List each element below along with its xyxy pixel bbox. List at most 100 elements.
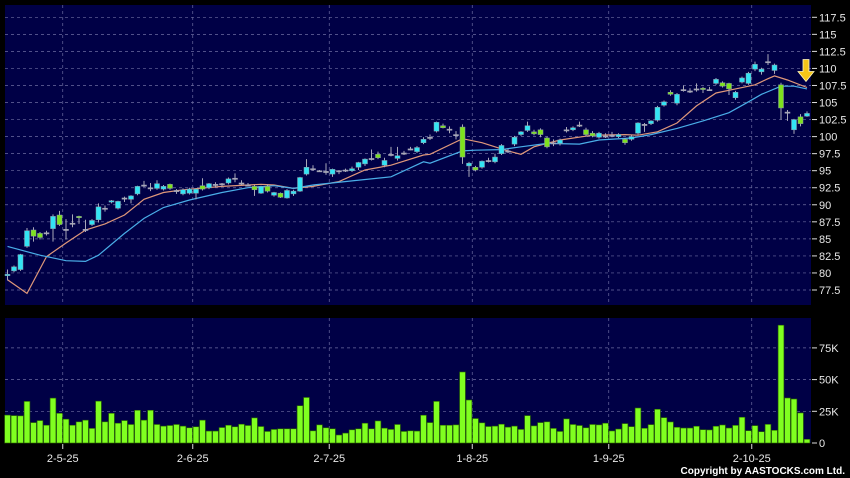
candle-body: [453, 134, 459, 137]
price-tick-label: 100: [819, 132, 837, 144]
candle: [765, 54, 771, 66]
candle: [56, 210, 63, 226]
candle: [355, 161, 362, 171]
volume-bar: [413, 430, 421, 444]
volume-bar: [56, 413, 63, 444]
volume-bar: [537, 422, 544, 444]
date-tick-label: 1-9-25: [593, 453, 625, 465]
candle: [537, 128, 544, 138]
candle-body: [50, 216, 56, 229]
volume-bar: [173, 424, 180, 444]
price-panel: [5, 5, 811, 305]
candle-body: [719, 82, 726, 87]
volume-bar: [329, 428, 336, 444]
candle: [362, 158, 368, 166]
volume-bar: [231, 426, 239, 444]
candle: [492, 153, 498, 164]
candle-body: [752, 64, 758, 70]
moving-average-line: [7, 85, 808, 263]
volume-bar: [517, 429, 525, 444]
candle: [797, 114, 804, 127]
candle-body: [303, 167, 310, 175]
volume-bars: [4, 324, 811, 444]
candle: [4, 269, 11, 281]
candle: [745, 71, 752, 85]
candle-body: [797, 116, 804, 124]
volume-bar: [452, 424, 460, 444]
candle-body: [329, 169, 336, 175]
volume-bar: [699, 429, 707, 444]
candle-body: [245, 184, 251, 187]
candle-body: [667, 92, 674, 95]
volume-bar: [36, 420, 44, 444]
candle: [186, 187, 193, 195]
candle: [368, 149, 375, 161]
volume-bar: [17, 415, 24, 444]
candle-body: [193, 188, 199, 194]
volume-bar: [550, 428, 557, 444]
candle: [349, 166, 355, 173]
candle-body: [147, 187, 154, 190]
candle-body: [726, 83, 732, 90]
candle-body: [206, 183, 212, 188]
volume-bar: [738, 416, 746, 444]
candle-body: [368, 158, 375, 160]
candle: [388, 146, 394, 157]
candle-body: [518, 131, 524, 135]
candle-body: [310, 168, 316, 171]
candle-body: [511, 137, 518, 145]
candle-body: [492, 156, 498, 163]
candle-body: [362, 158, 368, 165]
candle: [154, 180, 160, 190]
volume-bar: [225, 424, 232, 444]
candle: [466, 161, 472, 177]
candle-body: [557, 139, 563, 144]
candle-body: [212, 184, 219, 186]
volume-bar: [322, 427, 330, 444]
candle: [160, 185, 167, 191]
candle: [199, 178, 206, 191]
volume-bar: [199, 419, 206, 444]
volume-bar: [30, 422, 37, 444]
candle-body: [401, 152, 407, 155]
candle-body: [219, 183, 225, 186]
candle-body: [141, 184, 147, 187]
candle: [700, 86, 706, 93]
candle-body: [583, 129, 589, 135]
candle: [420, 137, 427, 145]
volume-bar: [348, 429, 356, 444]
candle-body: [264, 186, 271, 192]
candle: [784, 110, 791, 121]
volume-bar: [374, 420, 382, 444]
candle: [602, 133, 609, 138]
candle-body: [589, 132, 596, 137]
candle: [557, 138, 563, 146]
volume-bar: [615, 428, 622, 444]
volume-bar: [472, 418, 479, 444]
candle: [336, 170, 342, 175]
volume-bar: [634, 407, 642, 444]
candle: [147, 182, 154, 192]
volume-bar: [686, 427, 694, 444]
candle: [518, 131, 524, 136]
candle-body: [232, 177, 238, 180]
volume-tick-label: 75K: [819, 343, 839, 355]
candle-body: [316, 170, 323, 173]
date-tick-label: 1-8-25: [456, 453, 488, 465]
candle-body: [654, 107, 661, 121]
candle: [609, 131, 615, 138]
candle-body: [505, 150, 511, 153]
volume-bar: [459, 371, 466, 444]
candle-body: [4, 274, 11, 276]
volume-bar: [628, 426, 635, 444]
volume-bar: [485, 426, 492, 444]
candle-body: [277, 192, 284, 198]
volume-bar: [251, 417, 258, 444]
candle-body: [440, 125, 446, 128]
candle: [394, 146, 401, 161]
candle-body: [128, 195, 134, 200]
volume-bar: [530, 425, 538, 444]
price-tick-label: 97.5: [819, 149, 840, 161]
candle-body: [732, 92, 739, 98]
candle-body: [693, 88, 700, 91]
